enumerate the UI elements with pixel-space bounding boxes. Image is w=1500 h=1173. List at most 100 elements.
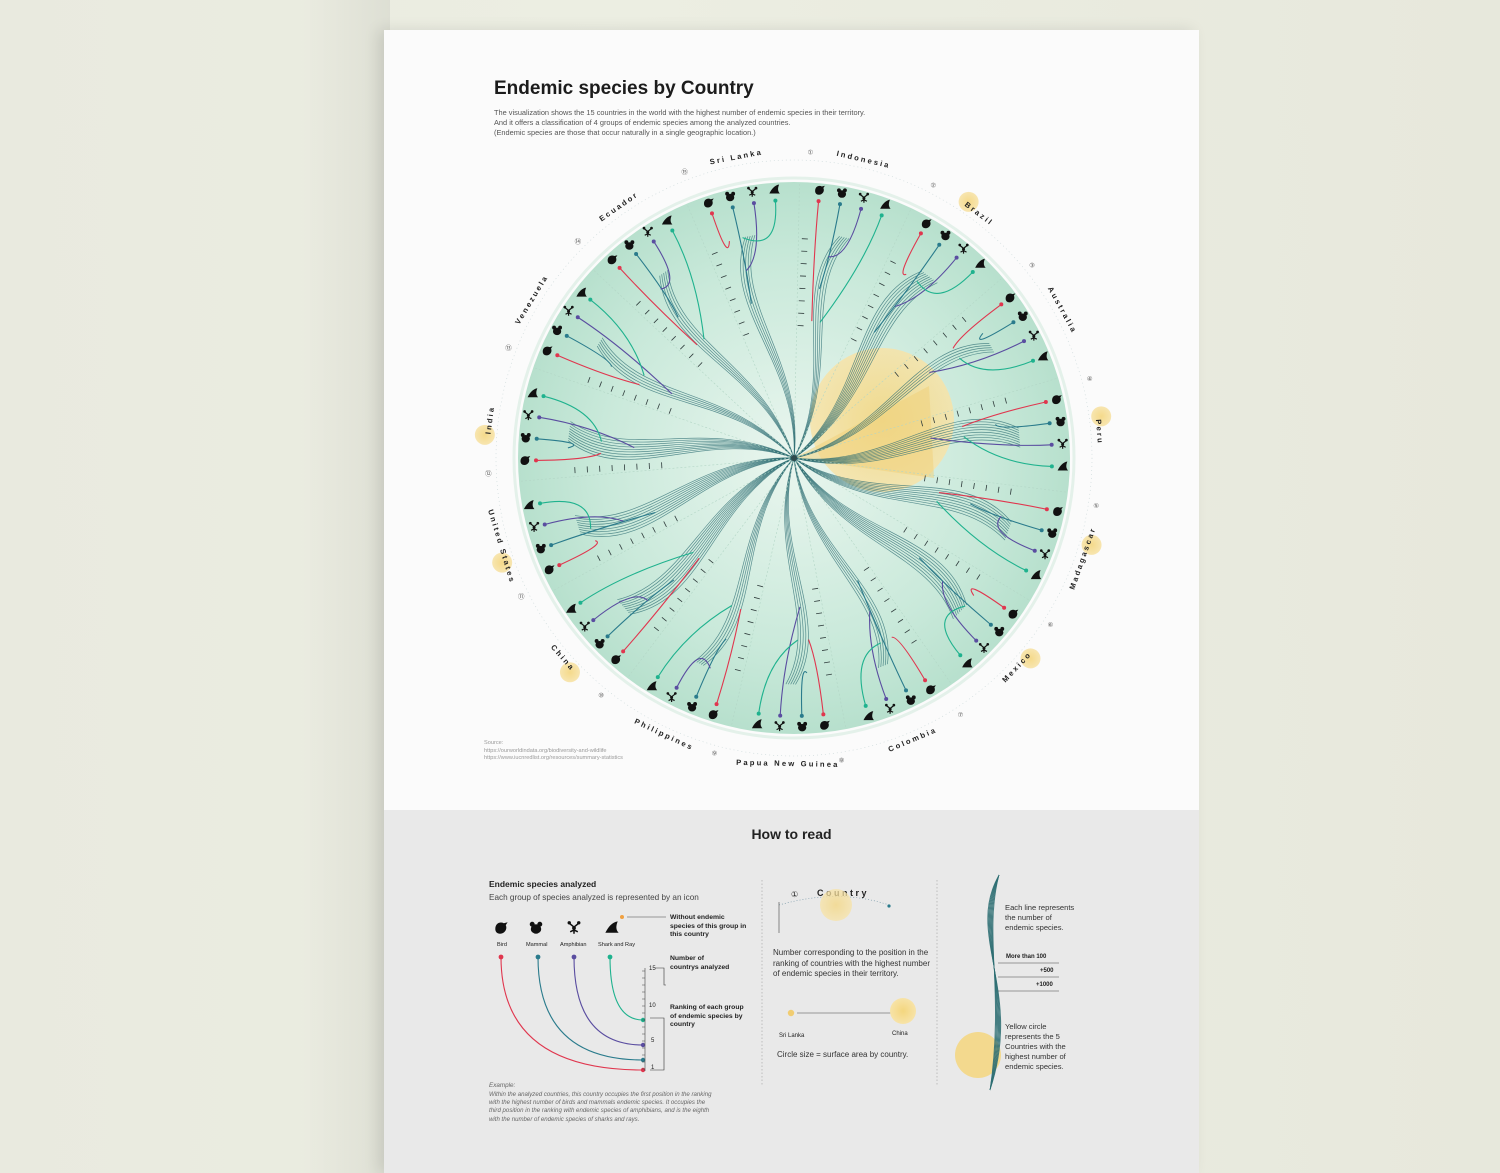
rank-dot — [799, 713, 804, 718]
rank-dot — [709, 211, 714, 216]
species-rank-curve — [676, 657, 711, 688]
species-rank-curve — [543, 395, 603, 442]
species-rank-curve — [970, 588, 1005, 609]
species-rank-curve — [952, 303, 1002, 349]
poster: Endemic species by Country The visualiza… — [384, 30, 1199, 1173]
country-rank-number: ③ — [1029, 262, 1035, 270]
shark-ray-icon — [576, 287, 587, 297]
species-rank-curve — [635, 253, 679, 318]
species-subheading: Each group of species analyzed is repres… — [489, 893, 699, 902]
size-text: Circle size = surface area by country. — [777, 1050, 909, 1059]
rank-dot — [555, 353, 560, 358]
rank-dot — [923, 678, 928, 683]
species-rank-curve — [891, 636, 926, 681]
group-label-bird: Bird — [497, 942, 507, 948]
rank-dot — [549, 543, 554, 548]
amphibian-icon — [958, 243, 969, 254]
country-segment — [518, 388, 795, 482]
source-link[interactable]: https://www.iucnredlist.org/resources/su… — [484, 755, 623, 761]
rank-dot — [821, 712, 826, 717]
mammal-icon — [994, 626, 1005, 637]
mammal-icon — [905, 695, 916, 705]
rank-dot — [958, 653, 963, 658]
mammal-icon — [1047, 528, 1058, 538]
amphibian-icon — [579, 621, 590, 632]
country-segment — [793, 457, 952, 721]
mammal-icon — [1017, 311, 1028, 322]
species-rank-curve — [963, 436, 1052, 467]
rank-dot — [1044, 507, 1049, 512]
species-rank-curve — [539, 500, 592, 529]
amphibian-icon — [774, 721, 785, 732]
rank-dot — [954, 255, 959, 260]
shark-ray-icon — [1030, 570, 1042, 580]
species-rank-curve — [929, 340, 1025, 374]
rank-dot — [1022, 339, 1027, 344]
scale-tick-5: 5 — [651, 1038, 655, 1044]
shark-ray-icon — [661, 215, 673, 225]
rank-dot — [1030, 358, 1035, 363]
scale-tick-1: 1 — [651, 1065, 655, 1071]
shark-ray-icon — [646, 681, 658, 691]
shark-ray-icon — [605, 921, 619, 933]
shark-ray-icon — [523, 500, 535, 510]
shark-ray-icon — [527, 388, 539, 398]
mammal-icon — [725, 191, 736, 202]
species-rank-curve — [559, 540, 598, 566]
rank-dot — [674, 685, 679, 690]
number-bracket — [655, 967, 666, 986]
country-rank-number: ② — [930, 182, 936, 190]
species-rank-curve — [800, 671, 808, 716]
bird-icon — [815, 185, 825, 195]
wall-shadow — [300, 0, 390, 1173]
legend-curve — [500, 956, 644, 1071]
rank-dot — [751, 201, 756, 206]
mammal-icon — [687, 701, 698, 712]
source-link[interactable]: https://ourworldindata.org/biodiversity-… — [484, 747, 607, 754]
amphibian-icon — [978, 642, 990, 653]
size-circle — [958, 191, 979, 212]
rank-dot — [859, 206, 864, 211]
bird-icon — [607, 255, 618, 265]
group-label-mammal: Mammal — [526, 942, 548, 948]
species-rank-curve — [941, 581, 977, 642]
bird-icon — [611, 655, 622, 665]
scale-tick-15: 15 — [649, 966, 656, 972]
description-line: And it offers a classification of 4 grou… — [494, 118, 791, 127]
line-level-100: More than 100 — [1006, 954, 1047, 960]
bird-icon — [1005, 293, 1016, 303]
country-rank-number: ⑭ — [575, 237, 582, 245]
page-title: Endemic species by Country — [494, 78, 754, 99]
size-circle — [1020, 648, 1041, 669]
bird-icon — [1008, 609, 1019, 619]
yellow-circle-example — [955, 1032, 1001, 1078]
amphibian-icon — [523, 410, 534, 421]
ranking-bracket — [650, 1017, 665, 1071]
size-large-label: China — [892, 1031, 908, 1037]
rank-dot — [621, 649, 626, 654]
center-dot — [791, 455, 797, 461]
country-rank-number: ⑮ — [681, 168, 688, 176]
bird-icon — [703, 198, 714, 208]
bird-icon — [921, 219, 932, 229]
description-line: (Endemic species are those that occur na… — [494, 128, 756, 137]
rank-dot — [617, 265, 622, 270]
shark-ray-icon — [962, 658, 973, 668]
rank-dot — [988, 622, 993, 627]
legend-end-dot — [640, 1057, 646, 1063]
amphibian-icon — [1039, 549, 1051, 560]
species-rank-curve — [818, 204, 841, 289]
country-rank-number: ⑧ — [839, 756, 845, 764]
species-rank-curve — [539, 416, 635, 449]
ranking-label: Ranking of each group of endemic species… — [670, 1004, 744, 1028]
species-rank-curve — [566, 335, 612, 367]
rank-dot — [537, 415, 542, 420]
line-level-500: +500 — [1040, 968, 1054, 974]
species-rank-curve — [550, 511, 656, 546]
country-rank-number: ① — [807, 148, 813, 156]
species-rank-curve — [653, 241, 671, 290]
species-line — [989, 874, 1000, 1091]
mammal-icon — [552, 325, 563, 336]
species-rank-curve — [592, 596, 649, 621]
rank-dot — [816, 199, 821, 204]
